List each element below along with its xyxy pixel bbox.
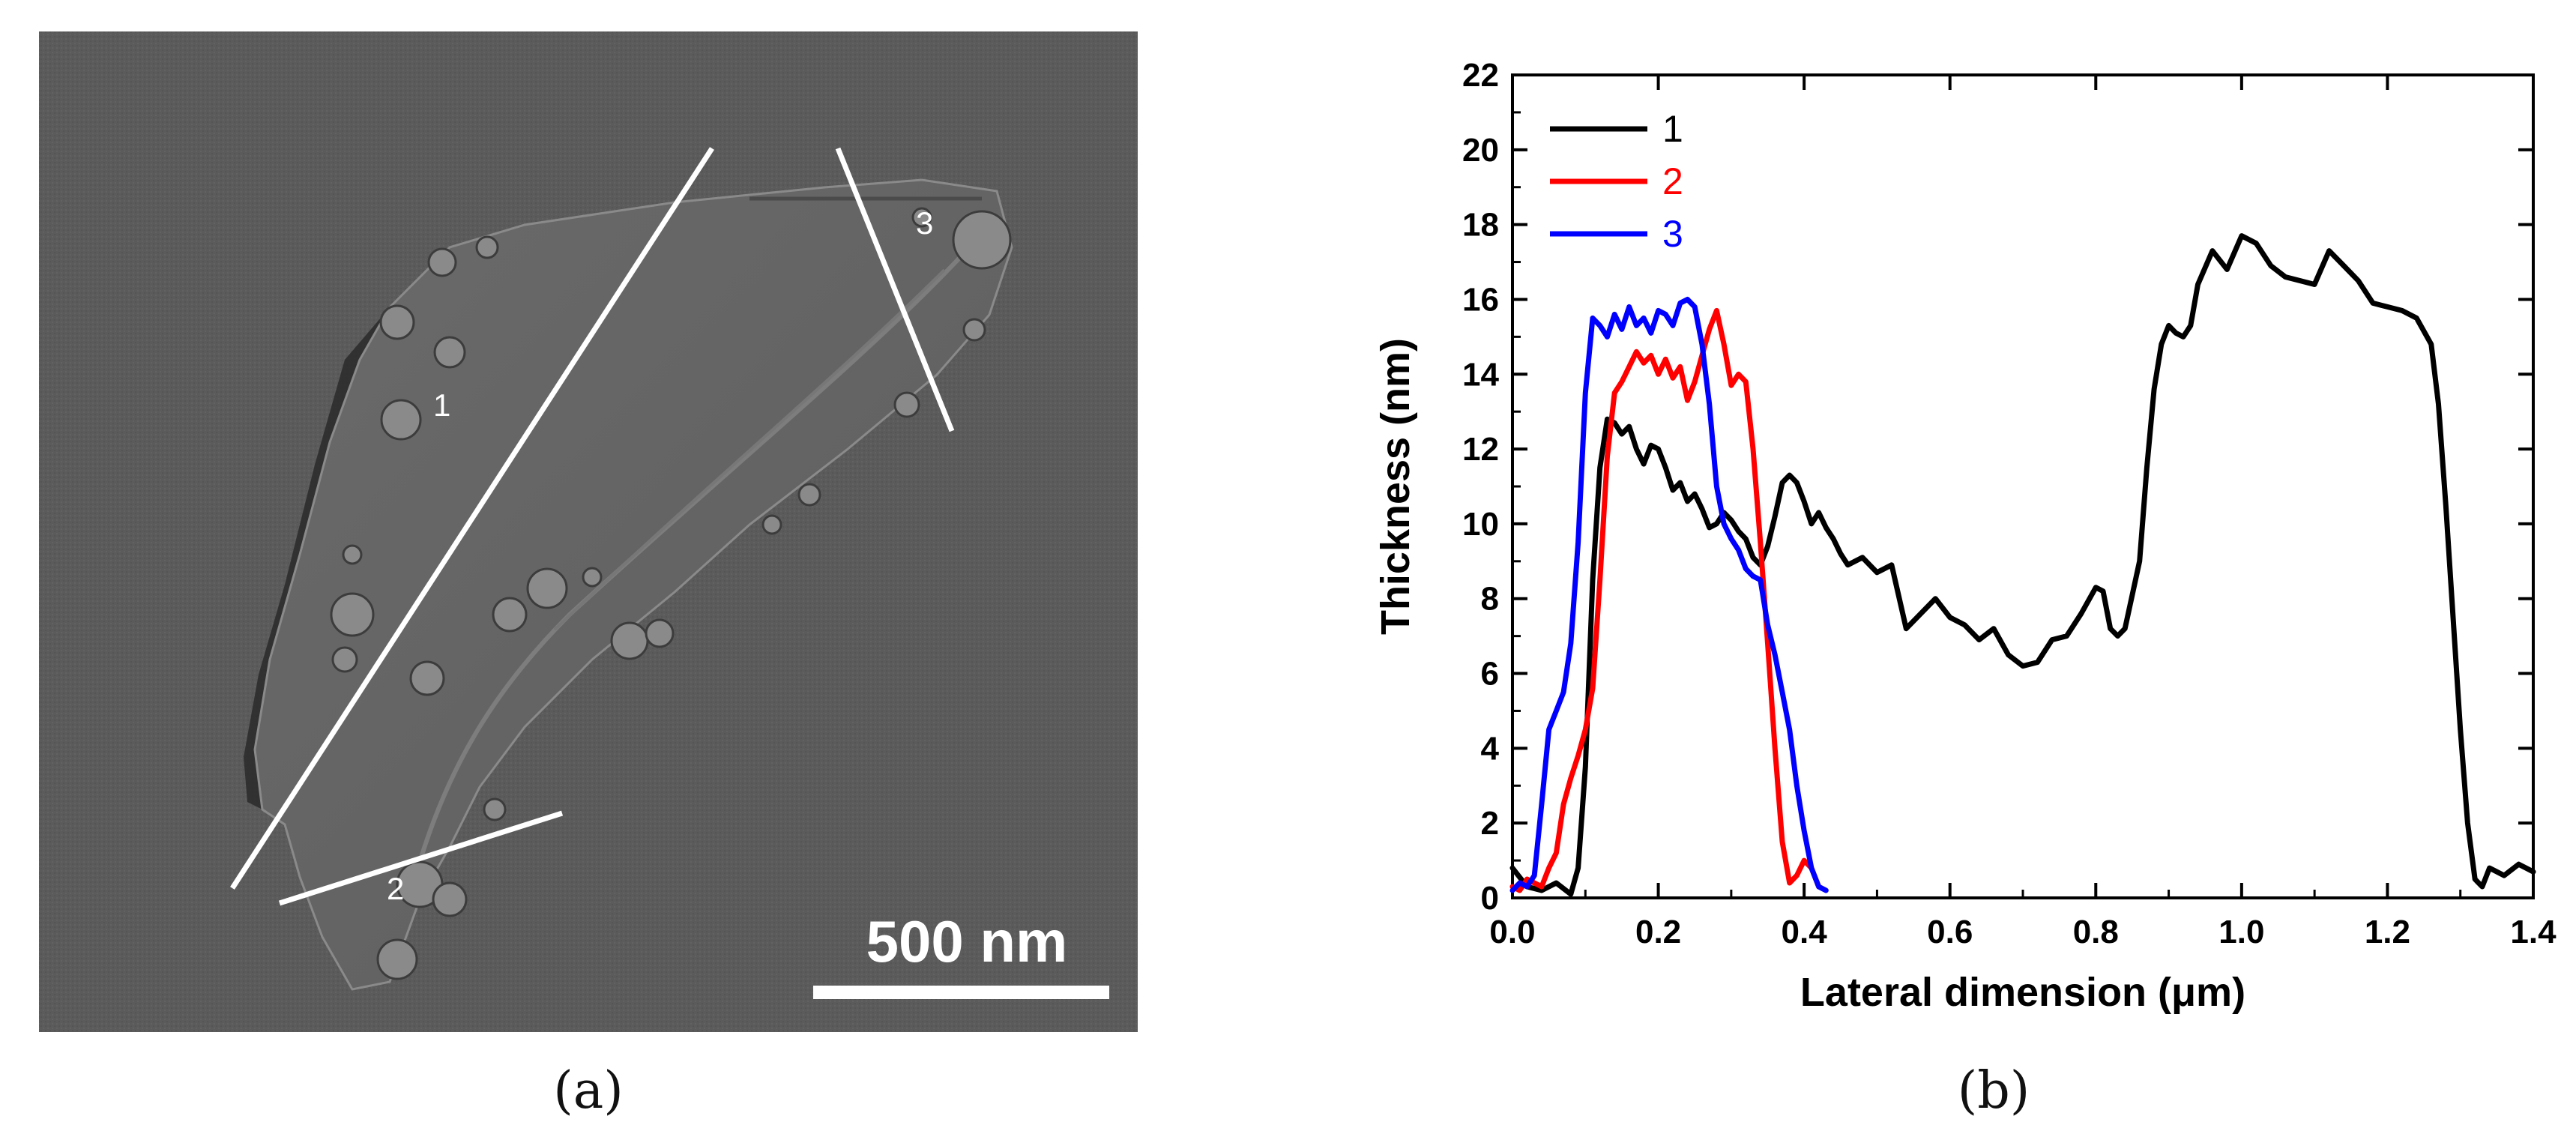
afm-particles [330,207,1012,980]
y-tick-label: 22 [1462,57,1499,94]
panel-b-label: (b) [1958,1061,2030,1121]
scan-line-label-2: 2 [387,871,404,906]
y-tick-label: 8 [1481,581,1499,618]
legend-label-3: 3 [1662,213,1683,255]
y-tick-label: 4 [1481,730,1500,767]
afm-image-panel: 1 2 3 500 nm [39,31,1138,1032]
y-tick-label: 16 [1462,281,1499,318]
scan-line-label-3: 3 [916,205,933,241]
y-tick-label: 18 [1462,207,1499,244]
x-tick-label: 0.8 [2073,914,2119,950]
series-line-3 [1509,297,1829,893]
x-tick-label: 1.0 [2218,914,2264,950]
x-axis-label: Lateral dimension (μm) [1800,970,2245,1015]
y-tick-label: 20 [1462,132,1499,169]
scale-bar [813,986,1109,999]
series-line-1 [1509,233,2536,897]
scan-line-2 [278,810,564,906]
y-tick-label: 12 [1462,431,1499,468]
y-tick-label: 10 [1462,506,1499,543]
x-tick-label: 1.2 [2365,914,2410,950]
panel-a-label: (a) [553,1061,624,1121]
legend: 1 2 3 [1550,108,1683,255]
y-tick-label: 6 [1481,656,1499,693]
scan-line-1 [230,147,714,890]
x-tick-label: 0.6 [1927,914,1973,950]
x-tick-label: 0.0 [1489,914,1535,950]
y-tick-label: 2 [1481,805,1499,842]
x-tick-label: 0.4 [1782,914,1828,950]
x-tick-label: 0.2 [1635,914,1681,950]
x-tick-label: 1.4 [2510,914,2557,950]
thickness-profile-chart: 0.0 0.2 0.4 0.6 0.8 1.0 1.2 1.40246810121416182… [1373,57,2557,1015]
afm-flake-ridge [553,268,946,631]
scan-line-3 [835,147,955,432]
y-tick-label: 0 [1481,880,1499,917]
y-tick-label: 14 [1462,356,1499,393]
legend-label-2: 2 [1662,160,1683,202]
series-line-2 [1509,307,1822,893]
scan-line-label-1: 1 [433,387,450,423]
legend-label-1: 1 [1662,108,1683,150]
y-axis-label: Thickness (nm) [1373,338,1418,635]
afm-flake [253,178,1013,991]
scale-bar-label: 500 nm [866,908,1068,974]
